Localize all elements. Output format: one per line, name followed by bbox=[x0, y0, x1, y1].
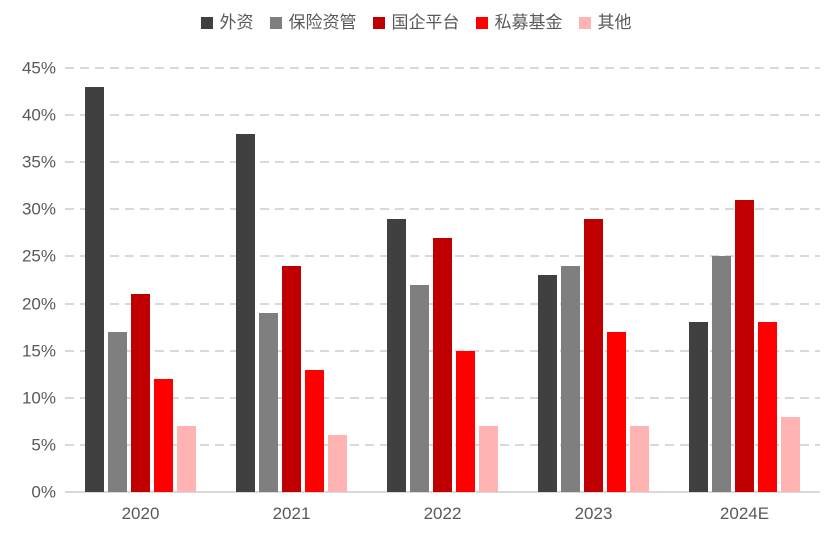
bar-私募基金-2021 bbox=[305, 369, 324, 492]
bar-外资-2021 bbox=[236, 133, 255, 492]
bar-其他-2024E bbox=[781, 416, 800, 492]
x-tick-label: 2020 bbox=[121, 504, 160, 523]
bar-外资-2022 bbox=[387, 218, 406, 492]
bar-私募基金-2024E bbox=[758, 322, 777, 492]
bar-保险资管-2024E bbox=[712, 256, 731, 492]
y-tick-label: 30% bbox=[21, 199, 56, 219]
bar-group-2024E bbox=[669, 68, 820, 492]
y-tick-label: 35% bbox=[21, 152, 56, 172]
bar-国企平台-2020 bbox=[131, 294, 150, 492]
gridline bbox=[65, 67, 820, 69]
bar-外资-2020 bbox=[85, 86, 104, 492]
gridline bbox=[65, 208, 820, 211]
bar-其他-2021 bbox=[328, 435, 347, 492]
legend-item-外资: 外资 bbox=[200, 13, 254, 32]
x-tick-label: 2021 bbox=[272, 504, 311, 523]
bar-国企平台-2023 bbox=[584, 218, 603, 492]
bar-其他-2020 bbox=[177, 426, 196, 492]
legend-swatch-icon bbox=[269, 16, 282, 29]
legend-label: 外资 bbox=[219, 13, 254, 32]
bar-其他-2023 bbox=[630, 426, 649, 492]
legend-label: 其他 bbox=[597, 13, 632, 32]
bar-外资-2024E bbox=[689, 322, 708, 492]
bar-外资-2023 bbox=[538, 275, 557, 492]
bar-私募基金-2023 bbox=[607, 331, 626, 492]
legend-swatch-icon bbox=[200, 16, 213, 29]
bar-保险资管-2021 bbox=[259, 312, 278, 492]
bar-group-2021 bbox=[216, 68, 367, 492]
bar-保险资管-2022 bbox=[410, 284, 429, 492]
x-tick-label: 2022 bbox=[423, 504, 462, 523]
legend-item-国企平台: 国企平台 bbox=[372, 13, 460, 32]
bar-国企平台-2021 bbox=[282, 265, 301, 492]
bar-私募基金-2022 bbox=[456, 350, 475, 492]
legend-item-其他: 其他 bbox=[578, 13, 632, 32]
legend-label: 私募基金 bbox=[494, 13, 563, 32]
y-tick-label: 5% bbox=[31, 435, 56, 455]
legend-label: 保险资管 bbox=[288, 13, 357, 32]
x-tick-label: 2024E bbox=[719, 504, 770, 523]
legend-item-私募基金: 私募基金 bbox=[475, 13, 563, 32]
bar-其他-2022 bbox=[479, 426, 498, 492]
y-tick-label: 10% bbox=[21, 388, 56, 408]
gridline bbox=[65, 161, 820, 164]
gridline bbox=[65, 114, 820, 117]
y-tick-label: 15% bbox=[21, 341, 56, 361]
bar-保险资管-2023 bbox=[561, 265, 580, 492]
legend-swatch-icon bbox=[475, 16, 488, 29]
y-tick-label: 20% bbox=[21, 294, 56, 314]
bar-国企平台-2022 bbox=[433, 237, 452, 492]
legend-item-保险资管: 保险资管 bbox=[269, 13, 357, 32]
y-tick-label: 40% bbox=[21, 105, 56, 125]
bar-私募基金-2020 bbox=[154, 378, 173, 492]
x-axis-line bbox=[65, 491, 820, 493]
chart-legend: 外资 保险资管 国企平台 私募基金 其他 bbox=[0, 14, 832, 31]
bar-group-2023 bbox=[518, 68, 669, 492]
bar-国企平台-2024E bbox=[735, 199, 754, 492]
y-tick-label: 45% bbox=[21, 58, 56, 78]
x-tick-label: 2023 bbox=[574, 504, 613, 523]
bar-保险资管-2020 bbox=[108, 331, 127, 492]
y-tick-label: 0% bbox=[31, 482, 56, 502]
bar-group-2020 bbox=[65, 68, 216, 492]
legend-swatch-icon bbox=[578, 16, 591, 29]
legend-label: 国企平台 bbox=[391, 13, 460, 32]
y-tick-label: 25% bbox=[21, 246, 56, 266]
legend-swatch-icon bbox=[372, 16, 385, 29]
bar-group-2022 bbox=[367, 68, 518, 492]
